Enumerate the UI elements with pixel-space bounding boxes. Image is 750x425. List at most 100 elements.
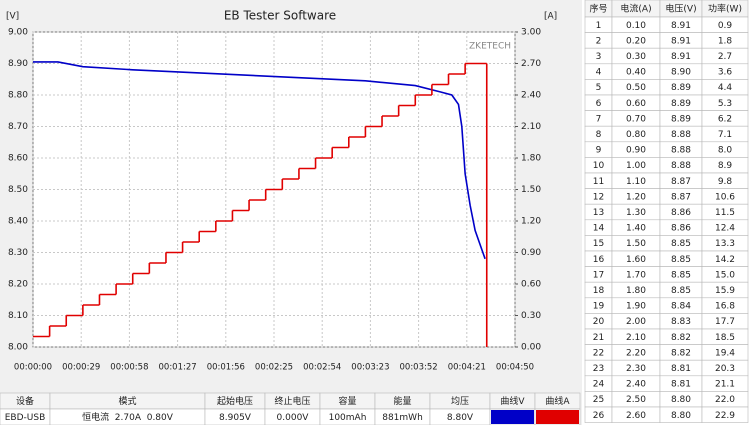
table-value: 0.90 [626, 146, 646, 156]
status-header: 起始电压 [217, 395, 253, 407]
table-value: 19.4 [715, 348, 735, 358]
status-value: 100mAh [329, 413, 367, 423]
table-value: 8.9 [718, 161, 733, 171]
status-value: 8.80V [447, 413, 474, 423]
table-value: 8.84 [671, 302, 691, 312]
table-value: 8.82 [671, 348, 691, 358]
table-value: 8.89 [671, 114, 691, 124]
status-value: EBD-USB [5, 413, 46, 423]
table-value: 14.2 [715, 255, 735, 265]
x-tick-label: 00:02:25 [255, 363, 293, 373]
status-header: 曲线V [500, 395, 525, 407]
table-value: 20.3 [715, 364, 735, 374]
table-value: 13.3 [715, 239, 735, 249]
table-value: 8.91 [671, 36, 691, 46]
table-value: 2.30 [626, 364, 646, 374]
table-value: 7.1 [718, 130, 732, 140]
status-header: 能量 [393, 395, 411, 407]
table-value: 1.90 [626, 302, 646, 312]
x-tick-label: 00:01:27 [159, 363, 197, 373]
table-value: 14 [593, 224, 605, 234]
table-value: 12.4 [715, 224, 735, 234]
table-value: 1.8 [718, 36, 733, 46]
table-value: 2.40 [626, 380, 646, 390]
table-value: 0.80 [626, 130, 646, 140]
y2-tick-label: 2.70 [521, 59, 541, 69]
x-tick-label: 00:03:23 [351, 363, 389, 373]
y2-tick-label: 0.60 [521, 280, 541, 290]
y-tick-label: 8.80 [8, 91, 28, 101]
table-value: 16 [593, 255, 605, 265]
table-value: 11.5 [715, 208, 735, 218]
y-tick-label: 8.30 [8, 248, 28, 258]
table-value: 8.85 [671, 286, 691, 296]
y-tick-label: 8.40 [8, 217, 28, 227]
x-tick-label: 00:01:56 [207, 363, 245, 373]
table-value: 1.60 [626, 255, 646, 265]
y-tick-label: 8.90 [8, 59, 28, 69]
status-header: 容量 [338, 395, 356, 407]
table-value: 18.5 [715, 333, 735, 343]
curve-swatch [536, 410, 579, 424]
curve-swatch [491, 410, 534, 424]
table-value: 8.81 [671, 380, 691, 390]
table-value: 2.60 [626, 411, 646, 421]
y-tick-label: 8.20 [8, 280, 28, 290]
table-value: 8.88 [671, 161, 691, 171]
table-value: 8.91 [671, 21, 691, 31]
table-value: 4 [596, 68, 602, 78]
table-value: 1.20 [626, 192, 646, 202]
status-header: 曲线A [545, 395, 570, 407]
x-tick-label: 00:00:58 [110, 363, 148, 373]
table-value: 7 [596, 114, 602, 124]
table-value: 11 [593, 177, 604, 187]
table-value: 26 [593, 411, 605, 421]
table-value: 8.88 [671, 130, 691, 140]
table-value: 15 [593, 239, 604, 249]
table-value: 22.9 [715, 411, 735, 421]
x-tick-label: 00:02:54 [303, 363, 341, 373]
table-value: 5.3 [718, 99, 732, 109]
table-value: 15.9 [715, 286, 735, 296]
y-tick-label: 8.00 [8, 343, 28, 353]
table-value: 0.40 [626, 68, 646, 78]
y2-axis-unit: [A] [544, 12, 557, 22]
table-value: 0.30 [626, 52, 646, 62]
table-value: 8.85 [671, 255, 691, 265]
table-value: 9 [596, 146, 602, 156]
table-value: 25 [593, 395, 604, 405]
status-header: 终止电压 [274, 395, 310, 407]
table-value: 0.10 [626, 21, 646, 31]
table-value: 17.7 [715, 317, 735, 327]
table-header: 序号 [589, 3, 607, 15]
table-value: 16.8 [715, 302, 735, 312]
table-value: 20 [593, 317, 605, 327]
table-value: 8.86 [671, 208, 691, 218]
table-value: 22 [593, 348, 604, 358]
table-value: 2 [596, 36, 602, 46]
chart-title: EB Tester Software [224, 9, 336, 23]
table-value: 21 [593, 333, 604, 343]
table-value: 0.20 [626, 36, 646, 46]
table-value: 8.91 [671, 52, 691, 62]
x-tick-label: 00:00:29 [62, 363, 100, 373]
table-value: 15.0 [715, 270, 735, 280]
status-value: 881mWh [382, 413, 423, 423]
table-value: 23 [593, 364, 604, 374]
table-value: 8.82 [671, 333, 691, 343]
table-value: 9.8 [718, 177, 733, 187]
table-value: 17 [593, 270, 604, 280]
table-value: 21.1 [715, 380, 735, 390]
table-value: 18 [593, 286, 605, 296]
table-value: 2.7 [718, 52, 732, 62]
y-tick-label: 8.60 [8, 154, 28, 164]
table-value: 1.40 [626, 224, 646, 234]
table-value: 10 [593, 161, 605, 171]
table-value: 0.60 [626, 99, 646, 109]
table-value: 2.00 [626, 317, 646, 327]
table-value: 12 [593, 192, 604, 202]
table-value: 1.50 [626, 239, 646, 249]
table-value: 8.87 [671, 177, 691, 187]
y-axis-unit: [V] [6, 12, 19, 22]
table-value: 6 [596, 99, 602, 109]
